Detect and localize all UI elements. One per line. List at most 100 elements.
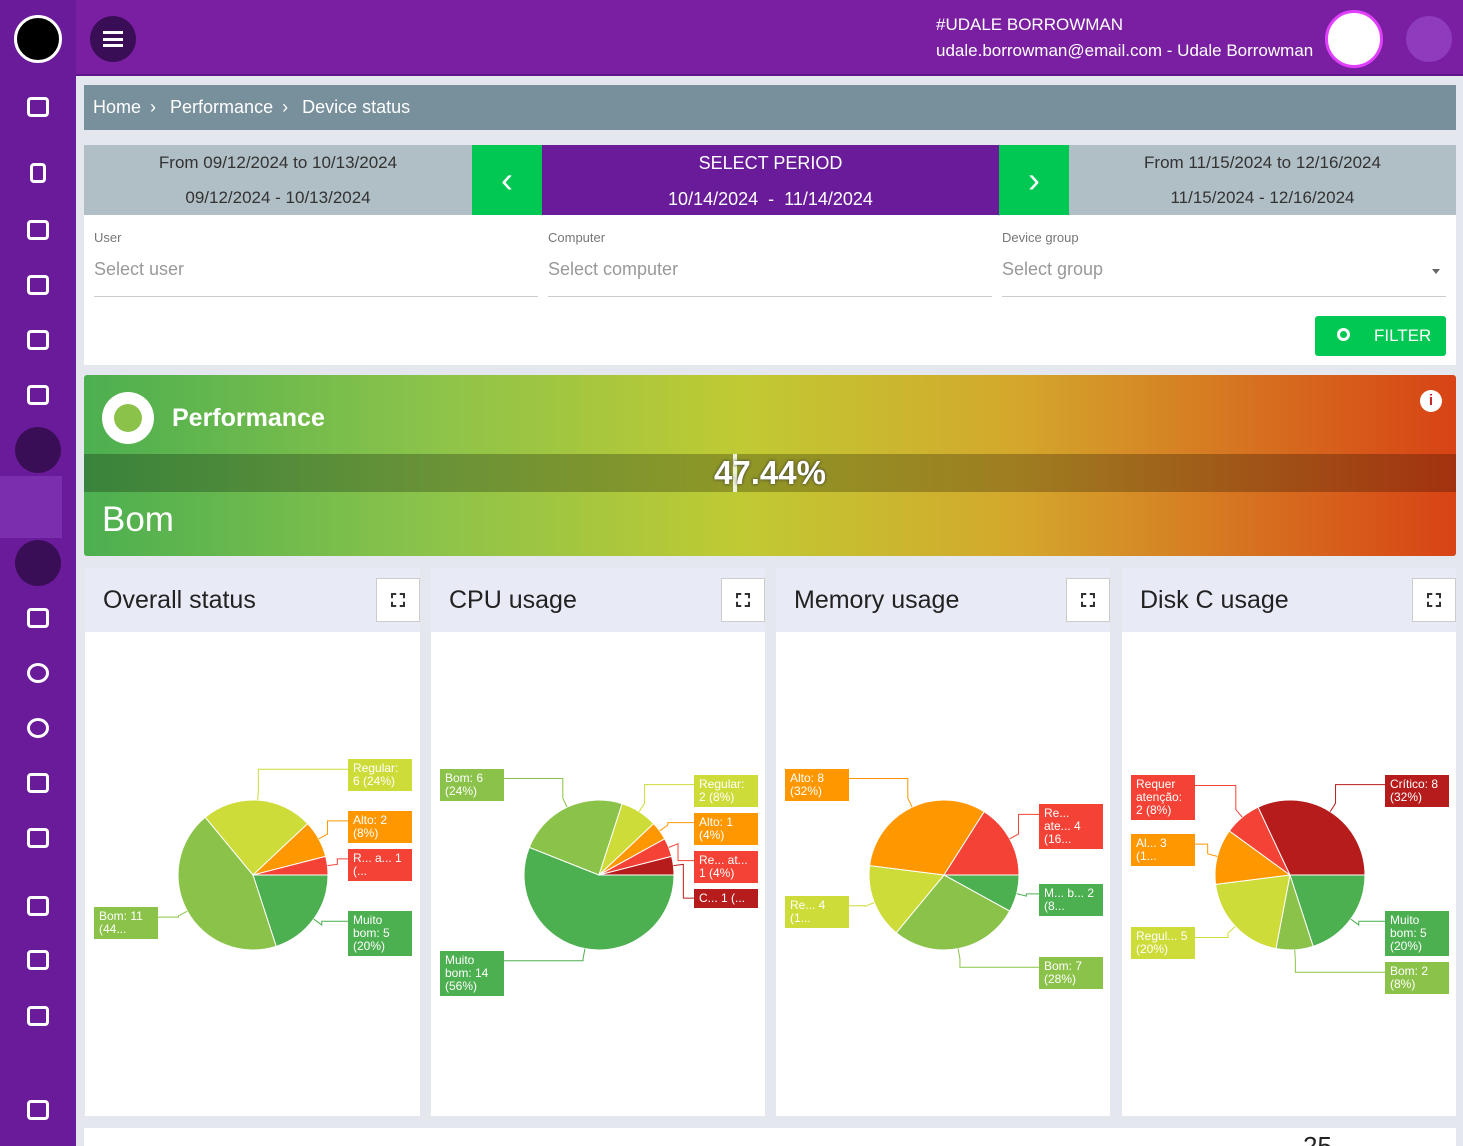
leader-line xyxy=(318,820,348,840)
expand-button[interactable] xyxy=(1066,578,1110,622)
card-icon[interactable] xyxy=(27,896,49,916)
data-label: Bom: 7 (28%) xyxy=(1039,957,1103,990)
send-icon[interactable] xyxy=(27,718,49,738)
panel-header: CPU usage xyxy=(431,568,765,632)
avatar[interactable] xyxy=(1325,10,1383,68)
label-box: Bom: 2 (8%) xyxy=(1385,962,1449,995)
language-button[interactable] xyxy=(1406,16,1452,62)
smiley-icon xyxy=(102,392,154,444)
data-label: Regular: 6 (24%) xyxy=(348,759,412,792)
separator: › xyxy=(150,97,157,117)
data-label: R... a... 1 (... xyxy=(348,848,412,881)
map-icon[interactable] xyxy=(27,275,49,295)
breadcrumb-item[interactable]: Home xyxy=(93,97,142,117)
data-label: Regular: 2 (8%) xyxy=(694,774,758,807)
logo[interactable] xyxy=(14,15,62,63)
label-box: Bom: 6 (24%) xyxy=(440,768,504,801)
chart-icon[interactable] xyxy=(27,385,49,405)
breadcrumb-item[interactable]: Performance xyxy=(170,97,274,117)
period-range: 09/12/2024 - 10/13/2024 xyxy=(185,188,371,207)
breadcrumb: Home › Performance › Device status xyxy=(84,85,1456,130)
chart-title: Overall status xyxy=(103,586,256,614)
data-label: Muito bom: 5 (20%) xyxy=(1385,911,1449,957)
performance-status: Bom xyxy=(102,500,174,539)
next-button[interactable]: › xyxy=(999,145,1069,215)
user-line: udale.borrowman@email.com - Udale Borrow… xyxy=(936,41,1314,60)
leader-line xyxy=(1195,925,1236,938)
clipboard-icon[interactable] xyxy=(27,950,49,970)
panel-header: Disk C usage xyxy=(1122,568,1456,632)
expand-button[interactable] xyxy=(721,578,765,622)
active-icon[interactable] xyxy=(15,427,61,473)
sidebar xyxy=(0,0,76,1146)
label-box: Alto: 8 (32%) xyxy=(785,768,849,801)
pie-slice xyxy=(943,810,1020,876)
health-icon[interactable] xyxy=(27,1006,49,1026)
chart-title: Memory usage xyxy=(794,586,960,614)
data-label: C... 1 (... xyxy=(694,888,758,908)
leader-line xyxy=(1294,949,1385,973)
tasks-icon[interactable] xyxy=(27,220,49,240)
active-icon[interactable] xyxy=(15,540,61,586)
data-label: M... b... 2 (8... xyxy=(1039,883,1103,916)
data-label: Al... 3 (1... xyxy=(1131,834,1195,867)
logout-icon[interactable] xyxy=(27,1100,49,1120)
pie-slice xyxy=(523,846,675,951)
next-period[interactable]: From 11/15/2024 to 12/16/2024 11/15/2024… xyxy=(1069,145,1456,215)
shield-icon[interactable] xyxy=(27,608,49,628)
data-label: Crítico: 8 (32%) xyxy=(1385,774,1449,807)
pie-slice xyxy=(895,874,1011,951)
period-title: SELECT PERIOD xyxy=(698,153,843,173)
data-label: Regul... 5 (20%) xyxy=(1131,927,1195,960)
leader-line xyxy=(158,910,188,918)
info-icon[interactable]: i xyxy=(1420,390,1442,412)
pie-slice xyxy=(1257,799,1366,876)
top-bar: #UDALE BORROWMAN udale.borrowman@email.c… xyxy=(76,0,1463,76)
active-sub-icon[interactable] xyxy=(0,476,62,538)
expand-button[interactable] xyxy=(376,578,420,622)
home-icon[interactable] xyxy=(27,97,49,117)
data-label: Bom: 11 (44... xyxy=(94,907,158,940)
label-box: Regular: 6 (24%) xyxy=(348,759,412,792)
label-box: Alto: 2 (8%) xyxy=(348,810,412,843)
search-icon xyxy=(1337,328,1350,341)
label-box: M... b... 2 (8... xyxy=(1039,883,1103,916)
chart: Muito bom: 5 (20%) Bom: 2 (8%) Crítico: 8 … xyxy=(1131,774,1449,995)
performance-banner: Performance i 47.44% Bom xyxy=(84,375,1456,556)
leader-line xyxy=(1195,843,1218,857)
label-box: Bom: 7 (28%) xyxy=(1039,957,1103,990)
menu-button[interactable] xyxy=(90,16,136,62)
group-field[interactable]: Device group Select group xyxy=(1002,215,1446,297)
leader-line xyxy=(673,863,694,899)
user-field[interactable]: User Select user xyxy=(94,215,538,297)
chart-panel: Overall status Muito bom: 5 (20%) Regular:… xyxy=(85,568,420,1116)
menu-icon xyxy=(103,38,123,41)
gauge-band xyxy=(84,454,1456,492)
tool-icon[interactable] xyxy=(27,828,49,848)
chart-panel: Disk C usage Muito bom: 5 (20%) Bom: 2 (8%… xyxy=(1122,568,1456,1116)
previous-button[interactable]: ‹ xyxy=(472,145,542,215)
list-icon[interactable] xyxy=(27,330,49,350)
leader-line xyxy=(957,948,1039,968)
field-placeholder: Select computer xyxy=(548,259,679,279)
field-label: User xyxy=(94,230,122,245)
leader-line xyxy=(849,902,875,908)
field-placeholder: Select user xyxy=(94,259,185,279)
menu-icon xyxy=(103,31,123,47)
current-period[interactable]: SELECT PERIOD 10/14/2024 - 11/14/2024 xyxy=(542,145,999,215)
leader-line xyxy=(1329,784,1385,812)
computer-field[interactable]: Computer Select computer xyxy=(548,215,992,297)
expand-button[interactable] xyxy=(1412,578,1456,622)
panel-header: Memory usage xyxy=(776,568,1110,632)
label-box: Muito bom: 14 (56%) xyxy=(440,950,504,996)
device-icon[interactable] xyxy=(30,163,46,183)
gauge-marker xyxy=(732,454,737,492)
label-box: Re... 4 (1... xyxy=(785,895,849,928)
monitor-icon[interactable] xyxy=(27,773,49,793)
leader-line xyxy=(668,842,694,862)
fingerprint-icon[interactable] xyxy=(27,663,49,683)
previous-period[interactable]: From 09/12/2024 to 10/13/2024 09/12/2024… xyxy=(84,145,472,215)
data-label: Re... ate... 4 (16... xyxy=(1039,804,1103,850)
filter-button[interactable]: FILTER xyxy=(1315,316,1446,356)
pie-slice xyxy=(528,799,623,876)
